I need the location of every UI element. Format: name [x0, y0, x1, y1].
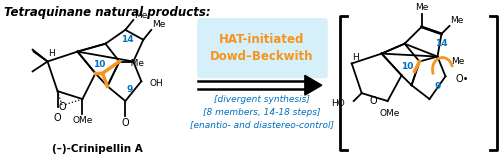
- Text: Me: Me: [152, 20, 166, 29]
- Text: 10: 10: [93, 60, 106, 69]
- Text: O: O: [370, 96, 378, 106]
- Text: Tetraquinane natural products:: Tetraquinane natural products:: [4, 6, 210, 19]
- Text: ···Me: ···Me: [122, 59, 144, 68]
- Text: (–)-Crinipellin A: (–)-Crinipellin A: [52, 144, 143, 154]
- Text: 9: 9: [126, 85, 132, 94]
- Text: [divergent synthesis]
[8 members, 14-18 steps]
[enantio- and diastereo-control]: [divergent synthesis] [8 members, 14-18 …: [190, 95, 334, 129]
- FancyBboxPatch shape: [197, 18, 328, 78]
- Text: O: O: [54, 113, 62, 123]
- Text: 10: 10: [402, 62, 413, 71]
- Text: 14: 14: [121, 35, 134, 44]
- Text: O: O: [122, 118, 129, 128]
- Text: OH: OH: [150, 79, 163, 88]
- Text: Me: Me: [134, 11, 147, 20]
- Text: 14: 14: [435, 39, 448, 48]
- Text: H: H: [48, 49, 55, 58]
- Text: H: H: [352, 53, 359, 62]
- Text: HO: HO: [331, 98, 344, 108]
- Text: Me: Me: [450, 16, 464, 25]
- Text: O•: O•: [456, 74, 469, 84]
- Text: HAT-initiated
Dowd–Beckwith: HAT-initiated Dowd–Beckwith: [210, 33, 314, 63]
- Text: 9: 9: [434, 82, 440, 91]
- Text: O: O: [58, 102, 66, 112]
- Text: Me: Me: [452, 57, 465, 66]
- Text: OMe: OMe: [380, 109, 400, 118]
- Text: OMe: OMe: [72, 116, 92, 125]
- Text: Me: Me: [415, 3, 428, 12]
- Polygon shape: [305, 75, 322, 95]
